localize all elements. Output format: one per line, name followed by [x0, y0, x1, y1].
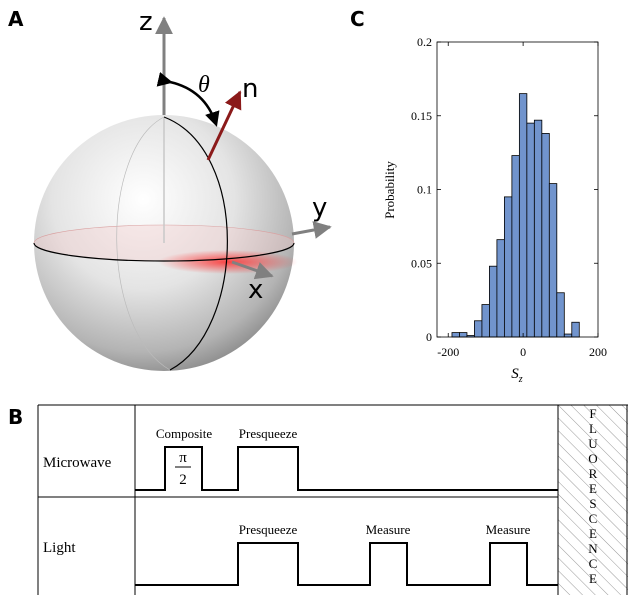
panel-label: B: [8, 405, 23, 429]
microwave-pulses: [135, 447, 558, 490]
side-letter: E: [589, 526, 597, 541]
bar: [497, 240, 504, 337]
y-axis-label: Probability: [382, 161, 397, 219]
bar: [564, 334, 571, 337]
bar: [542, 133, 549, 337]
figure: A B C z θ n y x Microwave Light Composit…: [0, 0, 628, 595]
bar: [557, 293, 564, 337]
bar: [512, 156, 519, 337]
pulse-label: Measure: [366, 522, 411, 537]
y-tick-label: 0.05: [411, 256, 432, 270]
side-letter: R: [589, 466, 598, 481]
panel-label: A: [8, 7, 24, 31]
y-tick-label: 0.2: [417, 35, 432, 49]
axis-label: z: [139, 7, 153, 37]
y-tick-label: 0: [426, 330, 432, 344]
bar: [482, 305, 489, 337]
vector-label: n: [242, 74, 258, 104]
pulse-label: Presqueeze: [239, 426, 298, 441]
bar: [504, 197, 511, 337]
bar: [527, 123, 534, 337]
x-label-subscript: z: [518, 374, 523, 385]
x-tick-label: -200: [437, 345, 459, 359]
bloch-sphere: z θ n y x: [34, 7, 330, 371]
bar: [519, 94, 526, 337]
x-tick-label: 200: [589, 345, 607, 359]
side-letter: N: [588, 541, 598, 556]
x-axis-label: Sz: [511, 366, 523, 385]
row-label: Light: [43, 540, 76, 556]
y-tick-label: 0.15: [411, 109, 432, 123]
y-tick-label: 0.1: [417, 183, 432, 197]
bar: [572, 322, 579, 337]
side-letter: L: [589, 421, 597, 436]
side-letter: F: [589, 406, 596, 421]
side-letter: O: [588, 451, 597, 466]
axis-label: x: [248, 275, 263, 305]
bar: [489, 266, 496, 337]
y-axis: [292, 227, 330, 234]
fraction-denominator: 2: [179, 472, 187, 488]
pulse-label: Composite: [156, 426, 213, 441]
bar: [452, 333, 459, 337]
red-glow: [158, 250, 298, 274]
fraction-numerator: π: [179, 450, 187, 466]
axis-label: y: [312, 193, 327, 223]
side-letter: C: [589, 511, 598, 526]
bar: [534, 120, 541, 337]
side-letter: C: [589, 556, 598, 571]
pulse-label: Measure: [486, 522, 531, 537]
light-pulses: [135, 543, 558, 585]
row-label: Microwave: [43, 455, 112, 471]
bar: [474, 321, 481, 337]
x-tick-label: 0: [520, 345, 526, 359]
histogram: Probability Sz 0 0.05 0.1 0.15 0.2 -200 0 200: [382, 35, 607, 385]
pulse-label: Presqueeze: [239, 522, 298, 537]
side-letter: E: [589, 571, 597, 586]
panel-label: C: [350, 7, 365, 31]
pulse-sequence: Microwave Light Composite Presqueeze π 2…: [38, 405, 628, 595]
side-letter: E: [589, 481, 597, 496]
bar: [459, 333, 466, 337]
angle-label: θ: [198, 72, 210, 98]
side-letter: S: [589, 496, 596, 511]
bar: [549, 184, 556, 337]
side-letter: U: [588, 436, 598, 451]
